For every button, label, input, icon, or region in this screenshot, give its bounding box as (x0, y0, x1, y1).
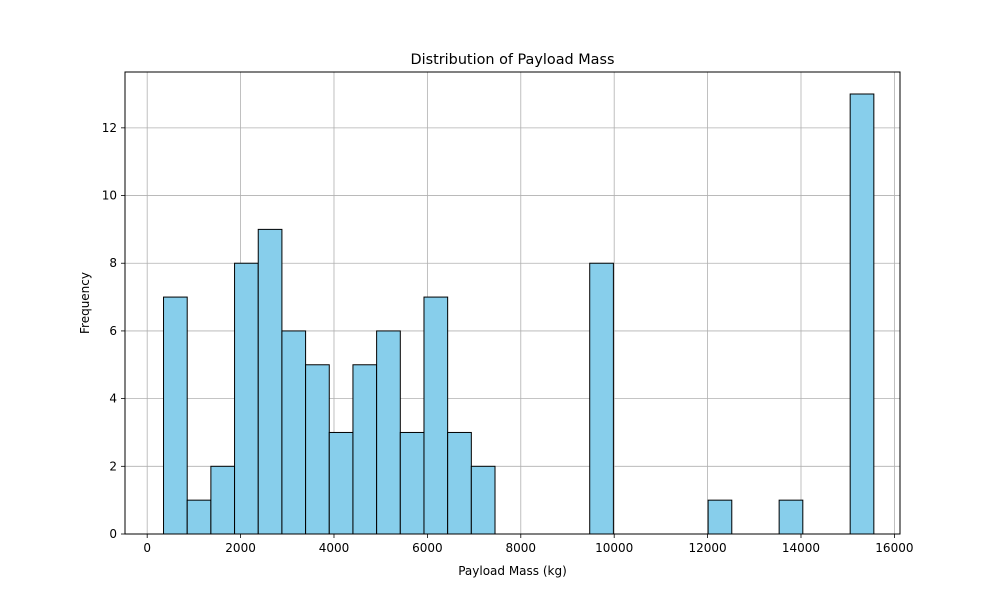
histogram-bar (423, 296, 449, 535)
histogram-bar (163, 296, 188, 535)
x-tick-label: 8000 (506, 541, 537, 555)
histogram-bar (234, 262, 259, 535)
histogram-bar (305, 364, 330, 535)
x-tick-label: 10000 (595, 541, 633, 555)
histogram-bar (470, 465, 496, 535)
y-tick-label: 6 (109, 324, 117, 338)
histogram-bar (210, 465, 236, 535)
histogram-bar (257, 228, 283, 535)
x-tick-label: 4000 (319, 541, 350, 555)
y-tick-label: 8 (109, 256, 117, 270)
y-tick-label: 2 (109, 459, 117, 473)
chart-title: Distribution of Payload Mass (411, 52, 615, 68)
x-tick-label: 6000 (412, 541, 443, 555)
axis-ticks: 0 2000 4000 6000 8000 10000 12000 14000 16000 0 2 4… (102, 121, 914, 555)
histogram-bars (163, 93, 875, 535)
y-tick-label: 12 (102, 121, 117, 135)
x-tick-label: 0 (143, 541, 151, 555)
y-tick-label: 4 (109, 392, 117, 406)
x-tick-label: 2000 (225, 541, 256, 555)
histogram-bar (328, 431, 354, 535)
y-tick-label: 0 (109, 527, 117, 541)
x-axis-label: Payload Mass (kg) (458, 564, 567, 578)
histogram-bar (281, 330, 307, 535)
y-tick-label: 10 (102, 189, 117, 203)
histogram-bar (352, 364, 378, 535)
histogram-bar (778, 499, 804, 535)
histogram-bar (707, 499, 733, 535)
histogram-bar (376, 330, 401, 535)
y-axis-label: Frequency (78, 272, 92, 334)
x-tick-label: 16000 (875, 541, 913, 555)
axes-frame (124, 71, 901, 535)
histogram-bar (589, 262, 614, 535)
histogram-bar (447, 431, 472, 535)
x-tick-label: 12000 (688, 541, 726, 555)
x-tick-label: 14000 (782, 541, 820, 555)
histogram-bar (849, 93, 875, 535)
histogram-bar (186, 499, 212, 535)
histogram-bar (399, 431, 425, 535)
